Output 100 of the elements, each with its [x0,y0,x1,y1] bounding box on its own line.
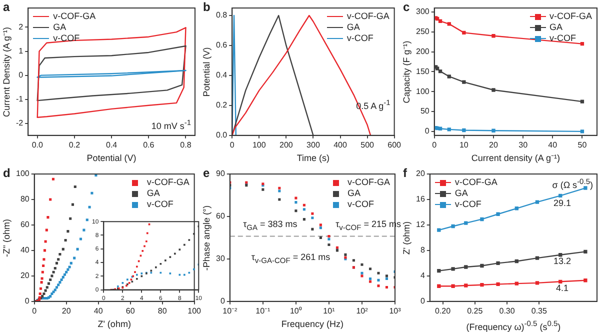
annotation: τ$_{GA}$ = 383 ms [243,218,298,232]
x-tick-label: 10 [459,140,469,150]
x-tick-label: 50 [578,140,588,150]
x-tick-label: 0.6 [143,140,155,150]
legend-label: GA [146,188,160,199]
y-axis-title: Current Density (A g⁻¹) [2,26,12,117]
legend-label: GA [348,188,361,199]
x-tick-label: 20 [62,306,72,316]
y-tick-label: 0.2 [216,100,228,110]
legend-label: v-COF [550,33,576,44]
chart-title: a [3,0,10,14]
chart-title: b [203,0,210,14]
y-tick-label: 0.0 [216,130,228,140]
chart-title: d [3,166,10,180]
y-tick-label: 90 [216,169,226,178]
x-tick-label: 60 [126,306,136,316]
x-tick-label: 0 [32,306,38,316]
annotation: 13.2 [554,256,572,266]
x-tick-label: 100 [188,306,202,316]
annotation: 10 mV s$^{-1}$ [151,118,191,132]
y-tick-label: 150 [416,66,430,76]
x-tick-label: 0.4 [106,140,118,150]
annotation: 4.1 [556,283,569,294]
y-tick-label: 50 [420,106,430,116]
x-tick-label: 100 [252,140,266,150]
y-tick-label: 200 [416,46,430,56]
y-tick-label: 20 [416,169,426,178]
y-tick-label: 60 [216,212,226,221]
y-tick-label: 1 [18,46,24,56]
legend-label: v-COF-GA [53,11,96,22]
y-tick-label: -1 [16,94,24,104]
y-tick-label: 250 [416,27,430,36]
y-tick-label: 100 [16,169,30,178]
annotation: 29.1 [554,198,572,208]
x-axis-title: (Frequency ω)$^{-0.5}$ (s$^{0.5}$) [466,319,561,332]
legend-label: GA [346,22,360,33]
x-axis-title: Z' (ohm) [98,319,131,329]
legend-label: v-COF-GA [348,177,390,188]
legend-label: GA [550,22,563,33]
x-tick-label: 10⁰ [290,306,302,316]
y-axis-title: Potential (V) [202,46,212,96]
x-tick-label: 10⁻¹ [256,306,271,316]
legend-label: v-COF [348,199,374,210]
x-tick-label: 20 [489,140,498,150]
y-tick-label: 8 [420,246,426,255]
x-tick-label: 0.2 [68,140,81,150]
x-tick-label: 0.8 [180,140,192,150]
y-axis-title: -Z'' (ohm) [2,218,12,257]
y-tick-label: 2 [18,22,24,32]
x-tick-label: 30 [518,140,528,150]
x-tick-label: 400 [334,140,348,150]
chart-title: f [403,166,407,180]
y-tick-label: 12 [416,220,426,230]
legend-label: GA [454,188,468,199]
legend-label: v-COF-GA [550,11,592,22]
y-tick-label: 0 [18,70,24,80]
x-tick-label: 600 [388,140,402,150]
x-axis-title: Potential (V) [86,153,136,163]
annotation: σ (Ω s$^{-0.5}$) [552,177,593,190]
y-tick-label: 0 [424,126,430,136]
x-tick-label: 200 [280,140,294,150]
x-tick-label: 0.25 [467,306,484,316]
y-tick-label: 20 [20,271,30,280]
y-tick-label: 0.6 [216,40,228,50]
legend-label: v-COF [346,33,374,44]
x-tick-label: 0 [432,140,438,150]
y-tick-label: 30 [216,254,226,264]
legend-label: v-COF [454,199,482,210]
legend-label: v-COF [146,199,174,210]
legend-label: GA [53,22,66,33]
x-tick-label: 10³ [389,306,402,316]
x-tick-label: 10¹ [323,306,336,316]
y-tick-label: 16 [416,194,426,204]
x-tick-label: 0.30 [499,306,516,316]
y-tick-label: 40 [20,246,30,255]
y-tick-label: 0.4 [216,70,228,80]
y-tick-label: 4 [420,271,426,280]
y-tick-label: 60 [20,220,30,230]
x-tick-label: 0.35 [531,306,548,316]
y-tick-label: 100 [416,86,430,96]
x-tick-label: 0.20 [434,306,452,316]
x-tick-label: 80 [158,306,168,316]
y-tick-label: 300 [416,7,430,16]
y-axis-title: Capacity (F g⁻¹) [402,40,412,103]
y-axis-title: Z' (ohm) [402,221,412,254]
chart-title: c [403,0,410,14]
x-tick-label: 300 [306,140,320,150]
x-tick-label: 0 [230,140,235,150]
y-tick-label: 0.8 [216,10,228,20]
x-axis-title: Time (s) [296,153,330,163]
x-tick-label: 500 [360,140,375,150]
legend-label: v-COF-GA [454,177,498,188]
x-tick-label: 0.0 [32,140,44,150]
y-axis-title: -Phase angle (°) [202,205,212,270]
x-axis-title: Frequency (Hz) [281,319,344,329]
y-tick-label: 80 [20,194,30,204]
y-tick-label: -2 [16,118,24,128]
x-tick-label: 10² [356,306,368,316]
legend-label: v-COF [53,33,80,44]
x-tick-label: 10⁻² [222,306,238,316]
